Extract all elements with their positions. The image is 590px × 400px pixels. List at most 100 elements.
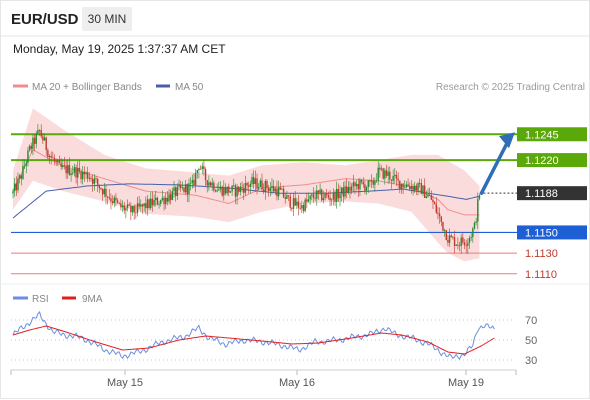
candle-body	[111, 201, 114, 203]
candle-body	[62, 165, 64, 167]
candle-body	[277, 187, 280, 197]
last-price-badge	[517, 186, 587, 201]
candle-body	[296, 201, 298, 206]
candle-body	[189, 182, 192, 184]
candle-body	[176, 186, 179, 197]
candle-body	[27, 150, 29, 163]
candle-body	[151, 198, 154, 206]
timeframe-badge[interactable]	[82, 7, 132, 31]
last-price-label: 1.1188	[525, 188, 558, 200]
candle-body	[405, 184, 408, 188]
forecast-arrow-shaft	[479, 139, 510, 195]
candle-body	[77, 167, 79, 178]
candle-body	[171, 190, 174, 200]
candle-body	[443, 230, 446, 231]
candle-body	[238, 186, 240, 192]
candle-body	[32, 137, 34, 149]
candle-body	[239, 186, 242, 192]
rsi-tick-50: 50	[525, 335, 537, 347]
price-label-layer: 1.1245 1.1220 1.1150 1.1130 1.1110 1.1188	[517, 127, 587, 281]
candle-body	[445, 230, 447, 240]
candle-body	[399, 180, 401, 190]
candle-body	[472, 228, 474, 238]
candle-body	[400, 183, 403, 190]
candle-body	[404, 187, 406, 188]
candle-body	[362, 182, 364, 185]
symbol-title: EUR/USD	[11, 11, 79, 28]
candle-body	[130, 205, 132, 213]
candle-body	[314, 197, 316, 199]
candle-body	[477, 199, 479, 222]
candle-body	[90, 177, 92, 179]
candle-body	[419, 183, 421, 184]
rsi-tick-30: 30	[525, 355, 537, 367]
candle-body	[392, 176, 394, 181]
candle-body	[375, 180, 378, 182]
candle-body	[83, 171, 86, 175]
candle-body	[254, 178, 257, 185]
candle-body	[374, 180, 376, 185]
candle-body	[311, 194, 313, 196]
candle-body	[110, 198, 112, 202]
candle-body	[214, 190, 217, 192]
level-badge-1.1245	[517, 127, 587, 142]
candle-body	[455, 244, 457, 246]
candle-body	[465, 245, 467, 246]
candle-body	[415, 185, 418, 191]
candle-body	[433, 202, 436, 205]
candle-body	[170, 194, 172, 200]
candle-body	[106, 196, 109, 198]
candle-body	[199, 168, 202, 170]
candle-body	[55, 160, 57, 162]
candle-body	[88, 177, 91, 179]
candle-body	[321, 189, 323, 201]
candle-body	[427, 194, 429, 197]
candle-body	[91, 178, 94, 184]
candle-body	[287, 195, 290, 197]
candle-body	[37, 129, 39, 134]
candle-body	[412, 185, 414, 191]
candle-body	[128, 204, 130, 206]
candle-body	[57, 160, 59, 162]
candle-body	[266, 180, 268, 189]
candle-body	[17, 178, 19, 191]
candle-body	[150, 198, 152, 209]
level-label-1.1245: 1.1245	[525, 129, 559, 141]
candle-body	[236, 186, 238, 197]
candle-body	[101, 189, 104, 195]
candle-body	[138, 203, 140, 207]
candle-body	[218, 189, 220, 191]
candle-body	[136, 203, 139, 213]
candle-body	[389, 171, 391, 180]
candle-body	[272, 186, 275, 192]
candle-body	[350, 186, 353, 191]
candle-body	[95, 178, 97, 180]
candle-body	[12, 191, 14, 194]
candle-body	[156, 197, 159, 205]
candle-body	[221, 186, 223, 196]
candle-body	[385, 170, 388, 176]
candle-body	[414, 185, 416, 191]
candle-body	[13, 183, 16, 192]
rsi-ma-line	[12, 325, 495, 355]
candle-body	[216, 190, 218, 192]
ma50-legend-label: MA 50	[175, 82, 204, 93]
candle-body	[267, 188, 270, 191]
candle-body	[326, 193, 328, 196]
candle-body	[257, 186, 260, 189]
candle-body	[261, 180, 263, 190]
candle-body	[35, 133, 37, 144]
forecast-arrow-layer	[479, 132, 515, 195]
candle-body	[357, 183, 359, 190]
candle-body	[253, 177, 255, 185]
candle-body	[18, 175, 21, 179]
candle-body	[379, 167, 381, 170]
candle-body	[113, 197, 115, 203]
candle-body	[196, 170, 198, 174]
candle-body	[226, 186, 228, 194]
candle-body	[166, 197, 169, 202]
candle-body	[244, 182, 247, 193]
candle-body	[219, 186, 222, 190]
forecast-arrow-head	[499, 132, 515, 149]
candle-body	[251, 177, 253, 184]
